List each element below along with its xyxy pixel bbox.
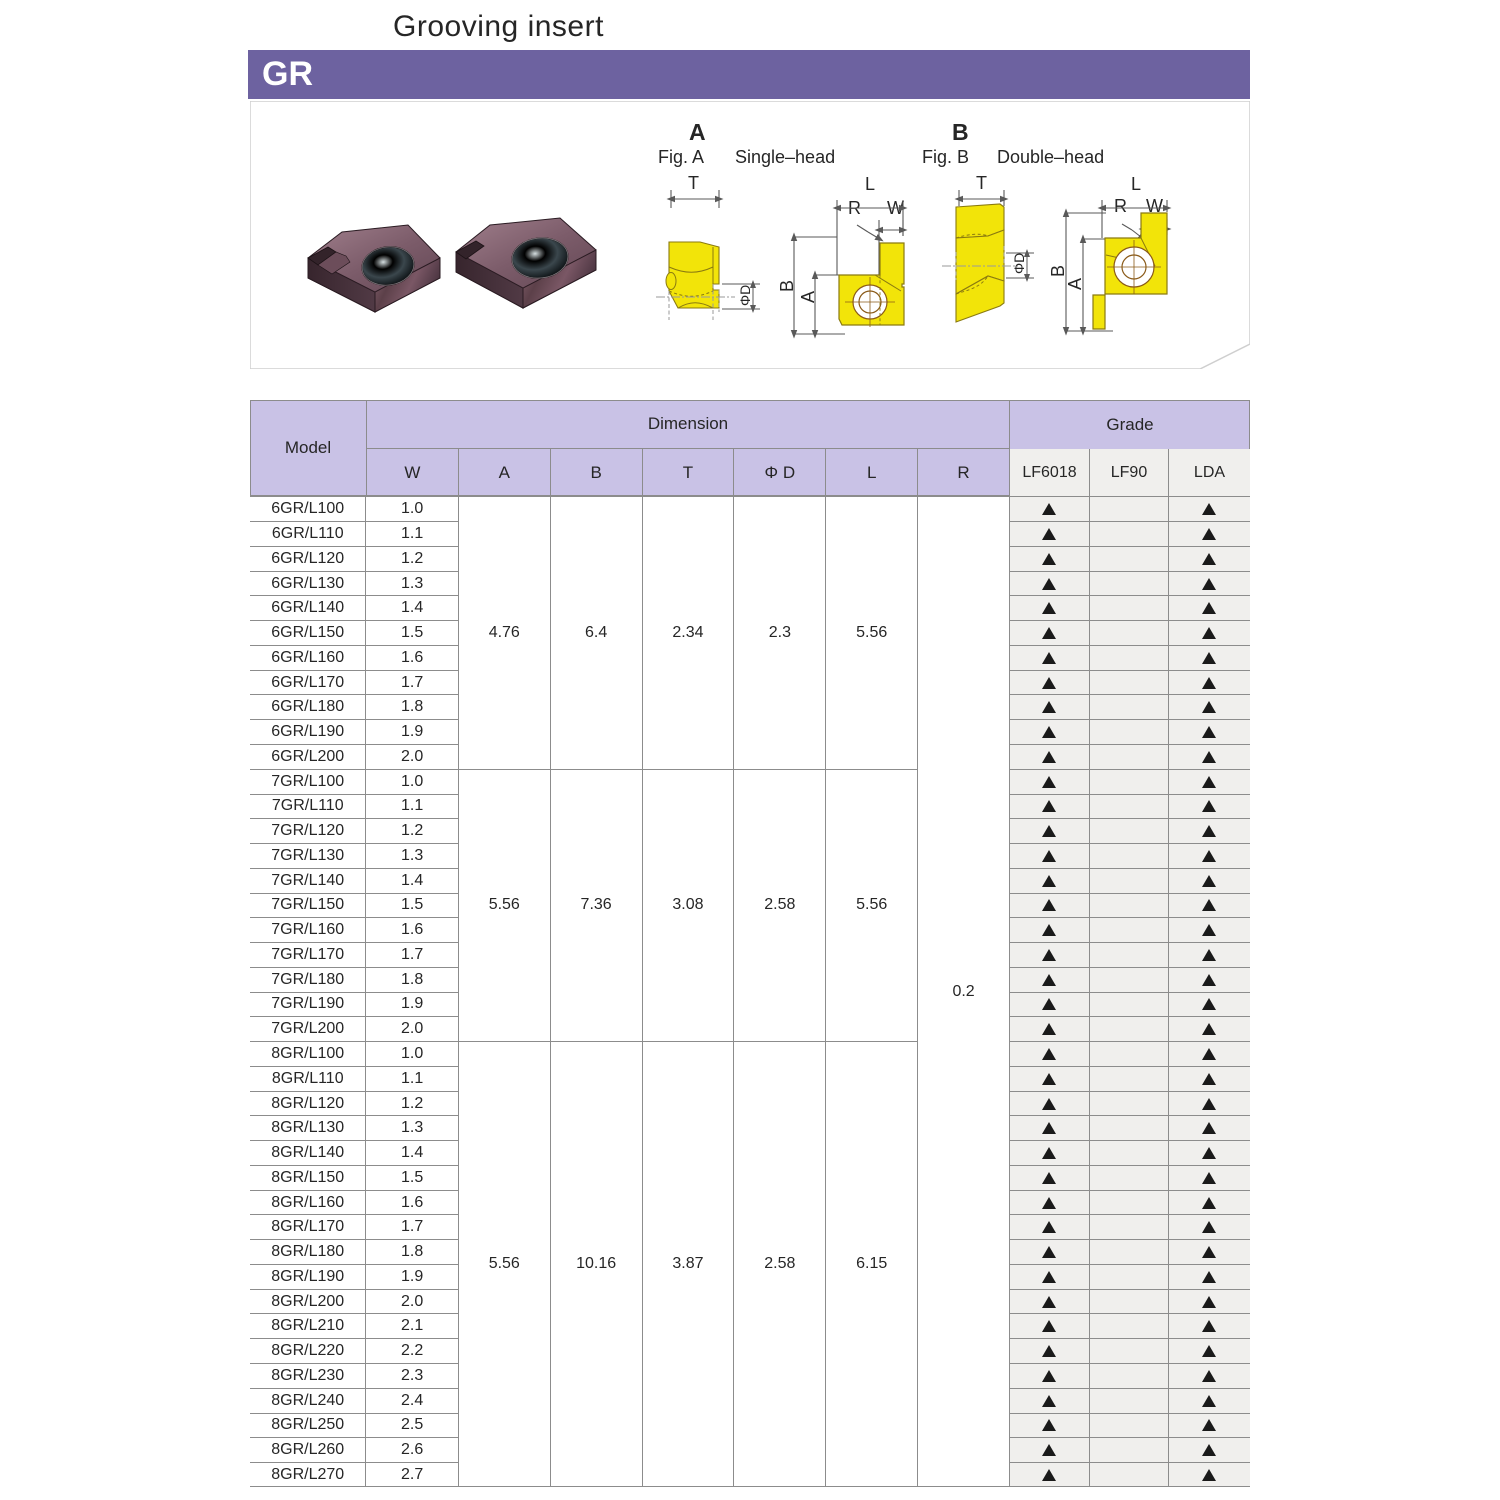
svg-text:T: T xyxy=(976,173,987,193)
svg-text:A: A xyxy=(689,119,706,145)
svg-text:L: L xyxy=(1131,174,1141,194)
svg-text:ΦD: ΦD xyxy=(1011,253,1027,274)
svg-text:Single–head: Single–head xyxy=(735,147,835,167)
svg-text:Double–head: Double–head xyxy=(997,147,1104,167)
svg-text:A: A xyxy=(1065,278,1085,290)
svg-text:Fig. A: Fig. A xyxy=(658,147,704,167)
svg-text:Fig. B: Fig. B xyxy=(922,147,969,167)
svg-text:B: B xyxy=(1048,265,1068,277)
svg-text:R: R xyxy=(1114,196,1127,216)
svg-text:B: B xyxy=(952,119,969,145)
svg-text:T: T xyxy=(688,173,699,193)
svg-text:L: L xyxy=(865,174,875,194)
svg-text:ΦD: ΦD xyxy=(737,285,753,306)
